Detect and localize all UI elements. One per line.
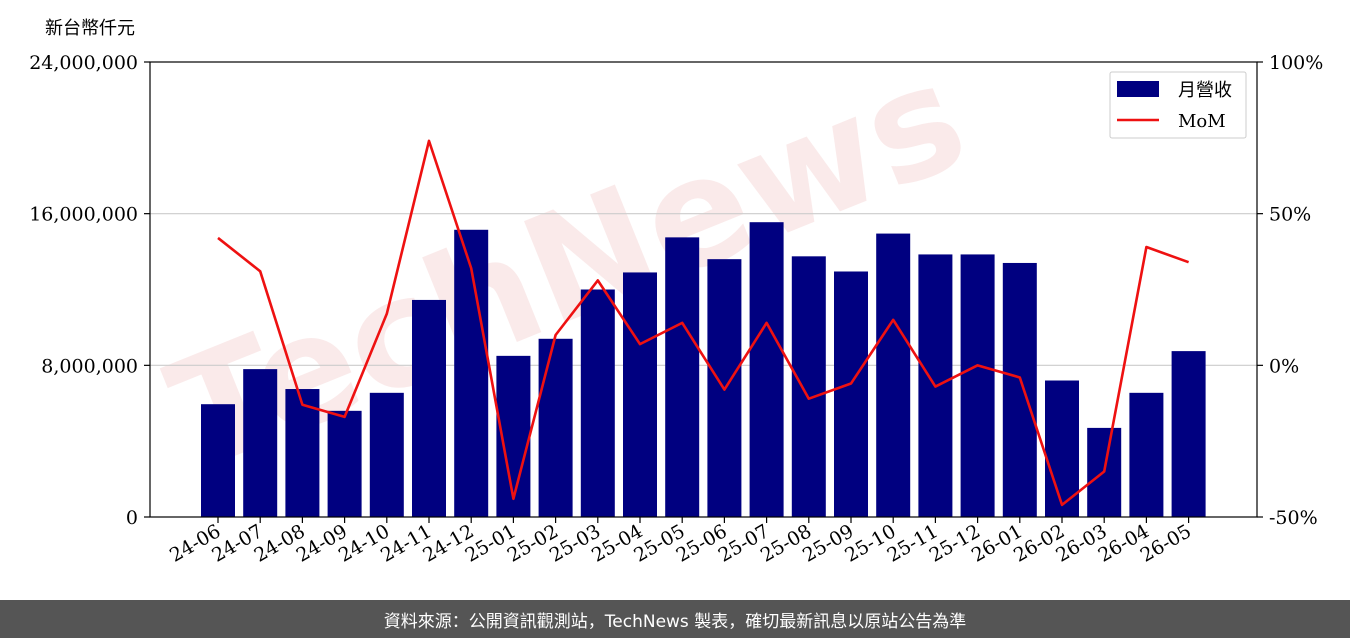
right-tick-label: 0%	[1269, 355, 1299, 377]
bar-25-09	[834, 271, 868, 517]
bar-25-10	[876, 233, 911, 517]
mom-line	[217, 139, 1190, 507]
right-tick-label: -50%	[1269, 507, 1318, 529]
x-axis: 24-0624-0724-0824-0924-1024-1124-1225-01…	[166, 517, 1195, 567]
bar-26-04	[1129, 392, 1164, 517]
bar-25-05	[665, 237, 700, 518]
bar-24-06	[201, 404, 235, 517]
right-tick-label: 100%	[1269, 52, 1323, 74]
left-tick-label: 24,000,000	[29, 52, 138, 74]
revenue-chart: TechNews 08,000,00016,000,00024,000,000 …	[29, 18, 1323, 567]
footer-text: 資料來源：公開資訊觀測站，TechNews 製表，確切最新訊息以原站公告為準	[383, 611, 967, 632]
bar-24-10	[369, 392, 404, 517]
legend-bar-label: 月營收	[1178, 80, 1232, 101]
left-tick-label: 0	[126, 507, 138, 529]
bar-25-07	[749, 222, 784, 517]
grid-lines	[150, 213, 1257, 366]
legend-bar-swatch	[1117, 81, 1159, 97]
bar-24-08	[285, 389, 320, 517]
legend-line-label: MoM	[1178, 111, 1226, 132]
line-series	[217, 139, 1190, 507]
left-tick-label: 16,000,000	[29, 204, 138, 226]
bar-24-12	[454, 229, 489, 517]
bar-25-12	[960, 254, 995, 518]
right-tick-label: 50%	[1269, 204, 1311, 226]
bar-24-11	[412, 299, 446, 517]
bar-24-09	[327, 410, 362, 517]
bar-25-04	[623, 272, 657, 517]
bar-25-03	[580, 289, 615, 517]
bar-26-05	[1171, 351, 1206, 517]
y-axis-label: 新台幣仟元	[45, 18, 135, 39]
bar-25-02	[538, 338, 573, 517]
left-axis: 0 8,000,000 16,000,000 24,000,000	[29, 52, 150, 529]
left-tick-label: 8,000,000	[41, 355, 138, 377]
bar-24-07	[243, 369, 278, 517]
plot-frame	[149, 61, 1258, 518]
legend: 月營收 MoM	[1109, 71, 1247, 139]
right-axis: -50% 0% 50% 100%	[1257, 52, 1323, 529]
bar-25-08	[791, 256, 826, 517]
bar-26-01	[1002, 262, 1037, 517]
footer-source-note: 資料來源：公開資訊觀測站，TechNews 製表，確切最新訊息以原站公告為準	[0, 600, 1350, 638]
bar-series	[201, 222, 1206, 518]
